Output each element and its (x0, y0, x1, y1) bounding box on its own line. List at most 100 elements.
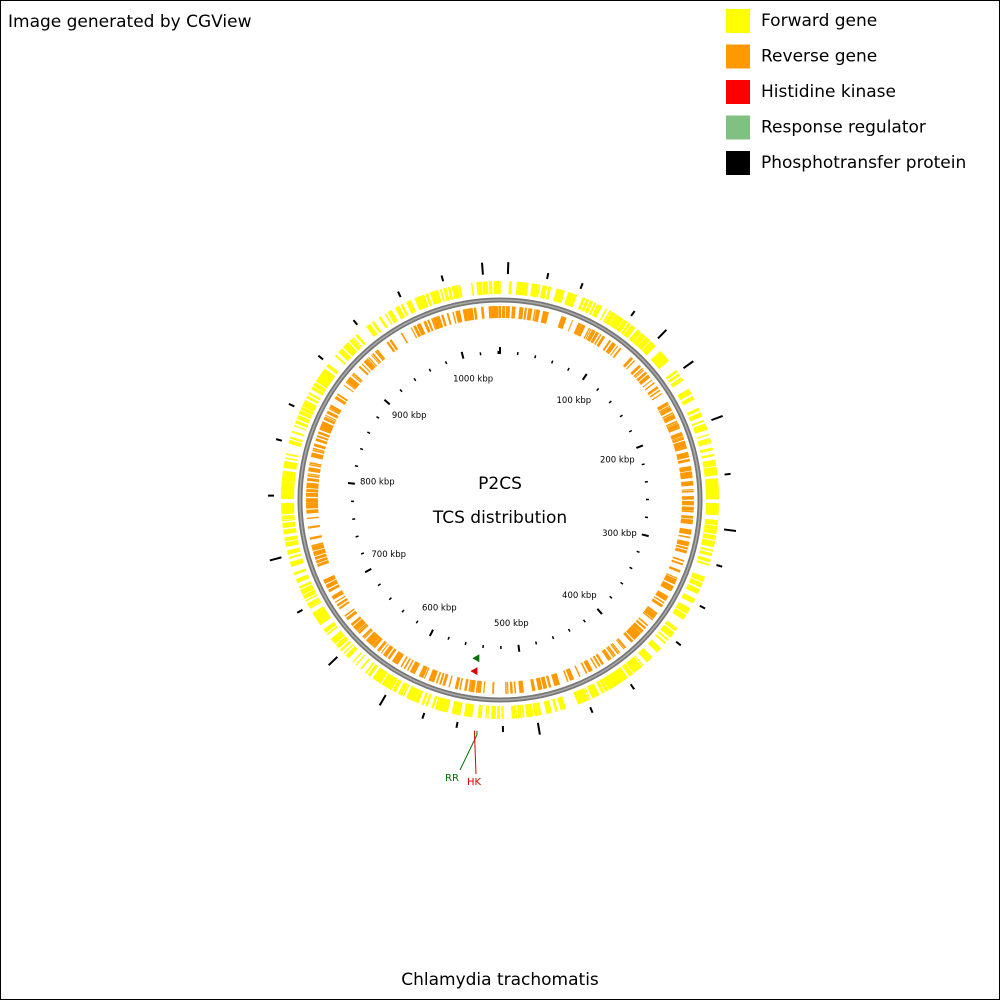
forward-gene (662, 624, 675, 635)
forward-gene (374, 669, 385, 682)
reverse-gene (543, 311, 549, 324)
reverse-gene (518, 306, 522, 320)
scale-label: 1000 kbp (453, 374, 493, 384)
reverse-gene (346, 379, 358, 389)
forward-gene (281, 476, 296, 482)
reverse-gene (584, 659, 593, 672)
reverse-gene (565, 668, 573, 681)
forward-gene (643, 342, 656, 355)
forward-gene (702, 533, 717, 538)
forward-gene (313, 382, 327, 393)
forward-gene (407, 686, 416, 700)
forward-gene (282, 473, 296, 477)
reverse-gene (312, 447, 325, 453)
forward-gene (609, 314, 619, 328)
legend-swatch (726, 115, 750, 140)
outer-tick (723, 528, 737, 532)
forward-gene (566, 292, 574, 307)
forward-gene (291, 430, 305, 437)
forward-gene (439, 697, 446, 712)
reverse-gene (351, 374, 362, 383)
forward-gene (606, 674, 616, 688)
reverse-gene (632, 623, 643, 634)
reverse-gene (353, 618, 365, 629)
reverse-gene (306, 485, 319, 489)
outer-tick (327, 656, 339, 666)
reverse-gene (557, 315, 563, 328)
forward-gene (435, 289, 442, 304)
reverse-gene (326, 410, 339, 419)
reverse-gene (623, 632, 634, 643)
reverse-gene (357, 623, 368, 633)
reverse-gene (535, 677, 541, 691)
reverse-gene (681, 508, 694, 511)
forward-gene (554, 288, 562, 303)
forward-gene (349, 339, 360, 351)
forward-gene (392, 679, 402, 693)
reverse-gene (681, 482, 694, 487)
forward-gene (378, 671, 388, 684)
forward-gene (640, 650, 650, 661)
scale-minor-tick (388, 597, 392, 601)
forward-gene (406, 301, 415, 314)
forward-gene (309, 601, 322, 610)
forward-gene (297, 414, 311, 422)
forward-gene (574, 690, 583, 705)
reverse-gene (356, 621, 366, 632)
reverse-gene (601, 649, 611, 661)
forward-gene (394, 306, 404, 320)
scale-minor-tick (447, 636, 450, 640)
reverse-gene (679, 527, 692, 532)
forward-gene (453, 701, 459, 715)
forward-gene (640, 647, 653, 660)
reverse-gene (462, 309, 468, 322)
reverse-gene (429, 669, 437, 682)
credit: Image generated by CGView (8, 12, 252, 32)
reverse-gene (345, 610, 358, 621)
forward-gene (590, 683, 600, 697)
reverse-gene (666, 573, 678, 579)
reverse-gene (540, 310, 546, 324)
reverse-gene (665, 574, 677, 581)
reverse-gene (309, 463, 322, 468)
forward-gene (614, 318, 624, 330)
forward-gene (476, 281, 481, 296)
reverse-gene (640, 376, 651, 385)
forward-gene (282, 524, 296, 529)
reverse-gene (358, 365, 369, 376)
reverse-gene (610, 643, 619, 655)
forward-gene (281, 518, 295, 522)
scale-label: 700 kbp (371, 550, 406, 560)
reverse-gene (583, 660, 592, 673)
reverse-gene (681, 490, 694, 493)
reverse-gene (633, 622, 644, 632)
reverse-gene (368, 633, 379, 645)
forward-gene (612, 670, 623, 684)
forward-gene (627, 659, 639, 673)
reverse-gene (423, 667, 430, 679)
forward-gene (287, 549, 301, 555)
forward-gene (660, 625, 674, 637)
reverse-gene (306, 509, 319, 513)
reverse-gene (468, 679, 472, 692)
scale-major-tick (581, 373, 588, 381)
forward-gene (316, 377, 330, 388)
scale-major-tick (347, 481, 356, 485)
reverse-gene (551, 674, 557, 687)
scale-minor-tick (355, 535, 359, 538)
forward-gene (664, 621, 677, 632)
reverse-gene (655, 592, 667, 602)
forward-gene (410, 687, 417, 701)
forward-gene (625, 661, 637, 674)
reverse-gene (673, 440, 686, 448)
forward-gene (697, 439, 712, 446)
forward-gene (625, 326, 636, 339)
reverse-gene (673, 442, 687, 449)
forward-gene (352, 337, 363, 348)
reverse-gene (627, 628, 638, 639)
forward-gene (431, 695, 438, 709)
forward-gene (651, 352, 664, 363)
reverse-gene (317, 431, 330, 438)
forward-gene (487, 705, 490, 719)
